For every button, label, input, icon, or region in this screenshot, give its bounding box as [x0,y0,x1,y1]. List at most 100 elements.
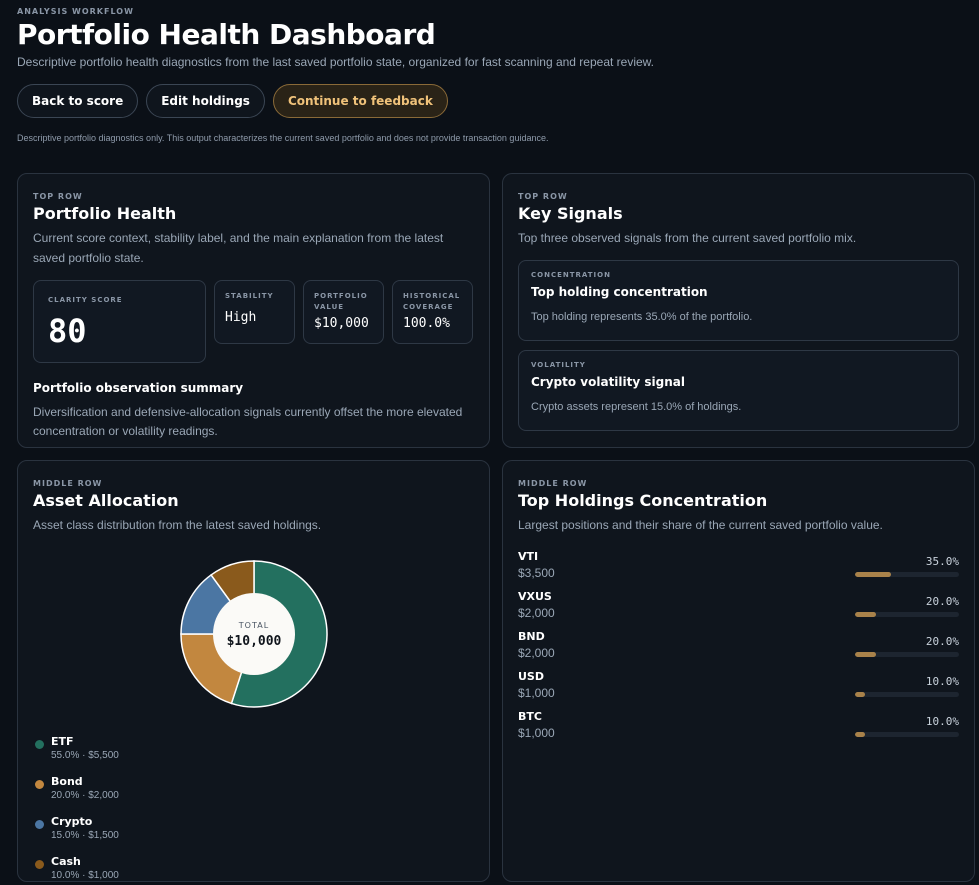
holding-row-usd: USD $1,000 10.0% [518,670,959,710]
holding-percent: 10.0% [925,675,959,688]
stability-value: High [225,310,257,325]
card-title: Top Holdings Concentration [518,491,768,510]
holding-bar-fill [855,572,892,577]
clarity-score-metric: CLARITY SCORE 80 [33,280,206,363]
card-description: Asset class distribution from the latest… [33,518,322,532]
signal-tag: VOLATILITY [531,361,586,369]
holding-value: $1,000 [518,686,555,700]
legend-swatch [35,780,44,789]
card-eyebrow: TOP ROW [33,192,83,201]
card-title: Portfolio Health [33,204,177,223]
holding-ticker: USD [518,670,544,683]
holding-percent: 20.0% [925,595,959,608]
holding-percent: 10.0% [925,715,959,728]
signal-title: Crypto volatility signal [531,375,685,389]
portfolio-health-card: TOP ROW Portfolio Health Current score c… [17,173,490,448]
key-signals-card: TOP ROW Key Signals Top three observed s… [502,173,975,448]
historical-coverage-value: 100.0% [403,316,450,331]
holding-ticker: VXUS [518,590,552,603]
portfolio-value-metric: PORTFOLIO VALUE $10,000 [303,280,384,344]
metric-label: HISTORICAL COVERAGE [403,292,461,311]
card-description: Current score context, stability label, … [33,231,444,265]
signal-text: Crypto assets represent 15.0% of holding… [531,401,742,413]
donut-center [213,593,295,675]
holding-percent: 20.0% [925,635,959,648]
signal-title: Top holding concentration [531,285,708,299]
legend-item-crypto: Crypto 15.0% · $1,500 [35,815,119,841]
card-description: Top three observed signals from the curr… [518,231,857,245]
holding-bar [855,572,959,577]
holding-bar-fill [855,612,876,617]
donut-total-value: $10,000 [227,634,282,649]
signal-text: Top holding represents 35.0% of the port… [531,311,753,323]
card-eyebrow: MIDDLE ROW [518,479,588,488]
holding-bar [855,732,959,737]
donut-total-label: TOTAL [238,621,269,630]
holding-row-btc: BTC $1,000 10.0% [518,710,959,750]
allocation-donut-chart: TOTAL $10,000 [180,560,328,708]
legend-swatch [35,740,44,749]
page-subtitle: Descriptive portfolio health diagnostics… [17,55,655,69]
continue-to-feedback-button[interactable]: Continue to feedback [272,84,448,118]
clarity-score-value: 80 [48,312,87,350]
metric-label: PORTFOLIO VALUE [314,292,368,311]
holding-row-vti: VTI $3,500 35.0% [518,550,959,590]
holding-value: $2,000 [518,646,555,660]
legend-name: Bond [51,775,83,788]
action-buttons: Back to score Edit holdings Continue to … [17,84,967,118]
legend-detail: 15.0% · $1,500 [51,830,119,841]
stability-metric: STABILITY High [214,280,295,344]
historical-coverage-metric: HISTORICAL COVERAGE 100.0% [392,280,473,344]
holding-value: $3,500 [518,566,555,580]
edit-holdings-button[interactable]: Edit holdings [146,84,265,118]
legend-detail: 10.0% · $1,000 [51,870,119,881]
holding-bar-fill [855,692,866,697]
legend-item-cash: Cash 10.0% · $1,000 [35,855,119,881]
page-header: ANALYSIS WORKFLOW Portfolio Health Dashb… [17,7,967,143]
summary-text: Diversification and defensive-allocation… [33,405,463,438]
disclaimer: Descriptive portfolio diagnostics only. … [17,133,549,143]
portfolio-value: $10,000 [314,316,369,331]
legend-name: ETF [51,735,74,748]
back-to-score-button[interactable]: Back to score [17,84,139,118]
holding-bar [855,612,959,617]
card-eyebrow: MIDDLE ROW [33,479,103,488]
metrics-row: CLARITY SCORE 80 STABILITY High PORTFOLI… [33,280,474,363]
top-holdings-card: MIDDLE ROW Top Holdings Concentration La… [502,460,975,882]
legend-swatch [35,820,44,829]
summary-title: Portfolio observation summary [33,381,244,395]
holding-value: $1,000 [518,726,555,740]
legend-name: Cash [51,855,81,868]
signal-volatility: VOLATILITY Crypto volatility signal Cryp… [518,350,959,431]
card-title: Asset Allocation [33,491,179,510]
legend-item-bond: Bond 20.0% · $2,000 [35,775,119,801]
holding-bar-fill [855,732,866,737]
card-title: Key Signals [518,204,623,223]
legend-name: Crypto [51,815,93,828]
page-title: Portfolio Health Dashboard [17,18,436,51]
legend-detail: 20.0% · $2,000 [51,790,119,801]
holding-ticker: BND [518,630,545,643]
holdings-list: VTI $3,500 35.0% VXUS $2,000 20.0% BND $2,000 20… [518,550,959,750]
metric-label: CLARITY SCORE [48,296,123,304]
holding-bar [855,652,959,657]
card-description: Largest positions and their share of the… [518,518,883,532]
legend-swatch [35,860,44,869]
holding-row-bnd: BND $2,000 20.0% [518,630,959,670]
asset-allocation-card: MIDDLE ROW Asset Allocation Asset class … [17,460,490,882]
holding-value: $2,000 [518,606,555,620]
holding-ticker: VTI [518,550,539,563]
holding-row-vxus: VXUS $2,000 20.0% [518,590,959,630]
allocation-legend: ETF 55.0% · $5,500 Bond 20.0% · $2,000 C… [35,735,119,885]
signal-tag: CONCENTRATION [531,271,611,279]
header-eyebrow: ANALYSIS WORKFLOW [17,7,134,16]
holding-ticker: BTC [518,710,542,723]
legend-item-etf: ETF 55.0% · $5,500 [35,735,119,761]
holding-bar-fill [855,652,876,657]
signal-concentration: CONCENTRATION Top holding concentration … [518,260,959,341]
legend-detail: 55.0% · $5,500 [51,750,119,761]
metric-label: STABILITY [225,292,274,300]
holding-bar [855,692,959,697]
card-eyebrow: TOP ROW [518,192,568,201]
holding-percent: 35.0% [925,555,959,568]
